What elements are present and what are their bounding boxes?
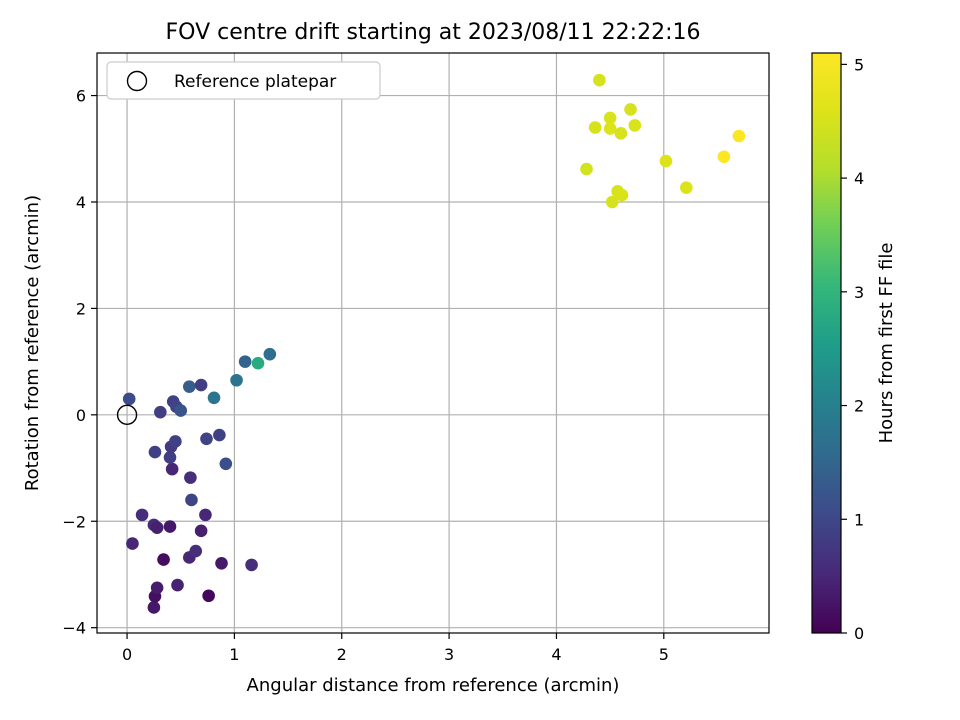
data-point xyxy=(215,556,228,570)
colorbar-tick-label: 4 xyxy=(854,169,864,188)
reference-marker xyxy=(116,404,138,426)
plot-frame xyxy=(96,52,770,634)
data-point xyxy=(580,162,593,176)
y-tick-label: −4 xyxy=(62,619,86,638)
data-point xyxy=(263,347,277,361)
x-tick-label: 0 xyxy=(122,645,132,664)
data-point xyxy=(183,380,196,393)
data-point xyxy=(605,195,619,209)
data-point xyxy=(213,428,226,442)
x-tick-label: 5 xyxy=(659,645,669,664)
data-point xyxy=(238,355,252,368)
data-point xyxy=(245,558,258,572)
colorbar-tick-label: 1 xyxy=(854,510,864,529)
data-point xyxy=(174,404,188,417)
data-point xyxy=(588,121,602,134)
legend-label-reference: Reference platepar xyxy=(174,72,336,92)
data-point xyxy=(150,521,164,534)
y-tick-label: −2 xyxy=(62,512,86,531)
data-point xyxy=(680,181,693,194)
data-point xyxy=(163,520,177,533)
data-point xyxy=(624,103,637,116)
data-point xyxy=(717,150,731,164)
colorbar-label: Hours from first FF file xyxy=(876,243,897,444)
data-point xyxy=(122,392,136,406)
y-tick-label: 4 xyxy=(76,193,86,212)
data-point xyxy=(202,589,215,603)
data-point xyxy=(184,471,197,484)
data-point xyxy=(150,581,164,595)
data-point xyxy=(148,445,162,459)
chart-title: FOV centre drift starting at 2023/08/11 … xyxy=(166,20,701,45)
data-points xyxy=(122,73,746,614)
data-point xyxy=(628,119,642,132)
x-axis-label: Angular distance from reference (arcmin) xyxy=(247,675,620,696)
y-axis-ticks: −4 −2 0 2 4 6 xyxy=(62,87,97,638)
data-point xyxy=(169,435,182,448)
y-tick-label: 2 xyxy=(76,299,86,318)
data-point xyxy=(185,493,198,507)
data-point xyxy=(135,508,149,522)
x-tick-label: 4 xyxy=(551,645,561,664)
legend-marker-reference xyxy=(126,70,148,92)
x-tick-label: 1 xyxy=(229,645,239,664)
data-point xyxy=(199,508,212,522)
data-point xyxy=(251,356,265,370)
x-tick-label: 2 xyxy=(337,645,347,664)
data-point xyxy=(126,537,139,550)
colorbar-tick-label: 5 xyxy=(854,55,864,74)
x-tick-label: 3 xyxy=(444,645,454,664)
data-point xyxy=(593,73,606,87)
data-point xyxy=(171,578,184,592)
data-point xyxy=(163,451,177,464)
data-point xyxy=(189,544,203,558)
data-point xyxy=(200,432,213,446)
y-tick-label: 6 xyxy=(76,87,86,106)
data-point xyxy=(157,553,170,566)
colorbar-tick-label: 3 xyxy=(854,283,864,302)
y-axis-label: Rotation from reference (arcmin) xyxy=(22,195,43,491)
y-tick-label: 0 xyxy=(76,406,86,425)
data-point xyxy=(147,601,161,614)
data-point xyxy=(614,127,628,140)
data-point xyxy=(659,154,673,168)
colorbar-tick-label: 2 xyxy=(854,397,864,416)
data-point xyxy=(603,111,617,125)
reference-point xyxy=(116,404,138,426)
colorbar-tick-label: 0 xyxy=(854,624,864,643)
legend-box xyxy=(106,61,381,100)
data-point xyxy=(615,188,629,202)
data-point xyxy=(207,391,221,405)
data-point xyxy=(165,462,179,476)
data-point xyxy=(194,378,208,392)
data-point xyxy=(732,129,746,143)
data-point xyxy=(194,524,208,538)
legend: Reference platepar xyxy=(106,61,381,100)
data-point xyxy=(154,405,167,419)
colorbar xyxy=(811,52,842,634)
data-point xyxy=(603,122,617,135)
data-point xyxy=(230,373,243,387)
x-axis-ticks: 0 1 2 3 4 5 xyxy=(122,633,669,664)
colorbar-ticks: 0 1 2 3 4 5 xyxy=(841,55,864,643)
data-point xyxy=(219,457,233,471)
